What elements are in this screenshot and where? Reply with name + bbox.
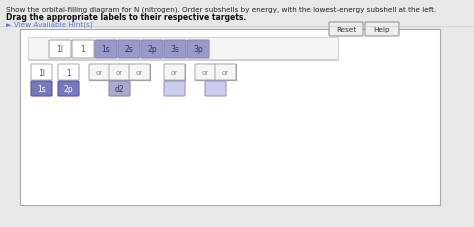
FancyBboxPatch shape [195, 65, 216, 81]
FancyBboxPatch shape [89, 65, 110, 81]
FancyBboxPatch shape [109, 82, 130, 96]
Text: or: or [202, 70, 209, 76]
Text: 2s: 2s [125, 45, 133, 54]
Text: or: or [96, 70, 103, 76]
Text: ► View Available Hint(s): ► View Available Hint(s) [6, 21, 92, 27]
Text: 1: 1 [81, 45, 85, 54]
Text: Reset: Reset [336, 27, 356, 33]
FancyBboxPatch shape [28, 38, 338, 60]
Text: or: or [136, 70, 143, 76]
Text: 2p: 2p [64, 85, 73, 94]
Text: d2: d2 [115, 85, 124, 94]
Text: 1l: 1l [38, 68, 45, 77]
Text: Help: Help [374, 27, 390, 33]
Text: 3p: 3p [193, 45, 203, 54]
FancyBboxPatch shape [164, 65, 185, 81]
FancyBboxPatch shape [58, 82, 79, 96]
Text: or: or [222, 70, 229, 76]
FancyBboxPatch shape [49, 41, 71, 59]
FancyBboxPatch shape [215, 65, 236, 81]
FancyBboxPatch shape [95, 41, 117, 59]
Text: 1s: 1s [37, 85, 46, 94]
FancyBboxPatch shape [205, 82, 226, 96]
Text: 1: 1 [66, 68, 71, 77]
FancyBboxPatch shape [58, 65, 79, 81]
FancyBboxPatch shape [329, 23, 363, 37]
FancyBboxPatch shape [129, 65, 150, 81]
FancyBboxPatch shape [164, 41, 186, 59]
Text: 1s: 1s [101, 45, 110, 54]
Text: or: or [171, 70, 178, 76]
FancyBboxPatch shape [109, 65, 130, 81]
FancyBboxPatch shape [118, 41, 140, 59]
FancyBboxPatch shape [31, 65, 52, 81]
FancyBboxPatch shape [31, 82, 52, 96]
Text: or: or [116, 70, 123, 76]
FancyBboxPatch shape [72, 41, 94, 59]
Text: 1l: 1l [56, 45, 64, 54]
FancyBboxPatch shape [20, 30, 440, 205]
Text: Drag the appropriate labels to their respective targets.: Drag the appropriate labels to their res… [6, 13, 246, 22]
FancyBboxPatch shape [141, 41, 163, 59]
FancyBboxPatch shape [187, 41, 209, 59]
FancyBboxPatch shape [365, 23, 399, 37]
FancyBboxPatch shape [164, 82, 185, 96]
Text: Show the orbital-filling diagram for N (nitrogen). Order subshells by energy, wi: Show the orbital-filling diagram for N (… [6, 6, 436, 12]
Text: 3s: 3s [171, 45, 180, 54]
Text: 2p: 2p [147, 45, 157, 54]
